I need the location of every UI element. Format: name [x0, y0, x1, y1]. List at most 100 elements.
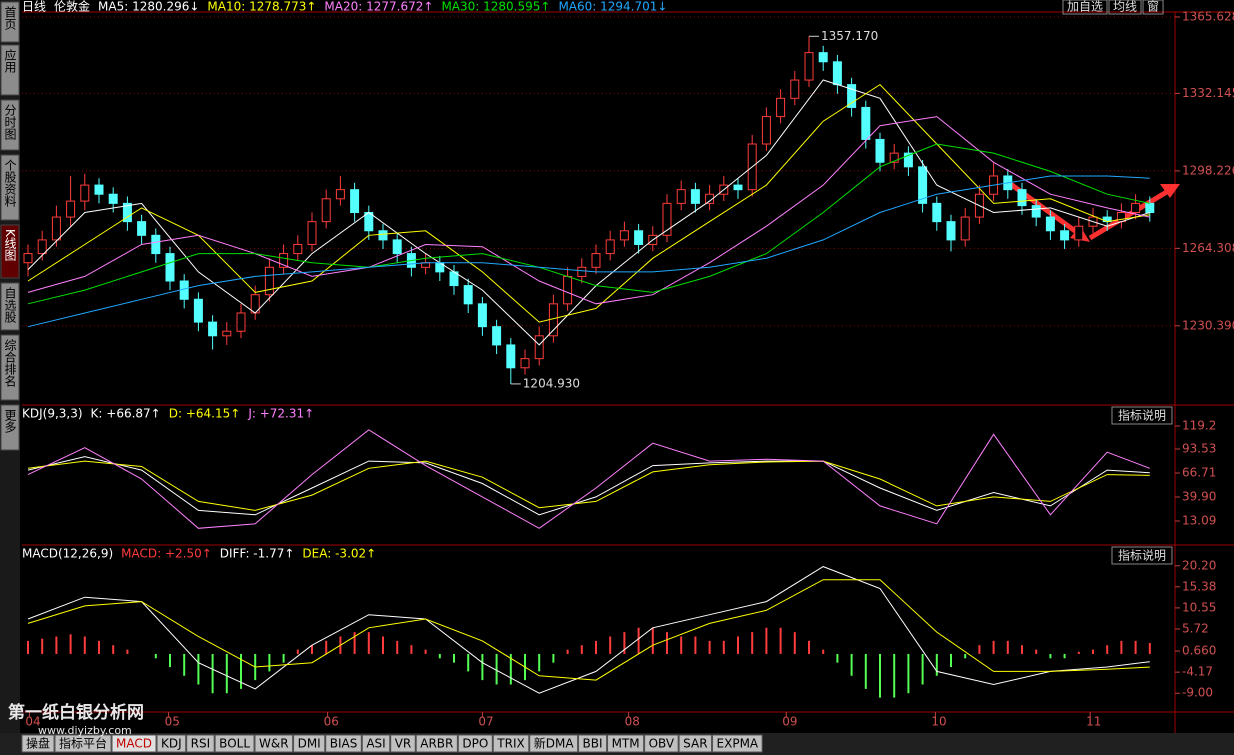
legend-entry: MA30: 1280.595↑: [441, 0, 550, 14]
watermark-url: www.diyizby.com: [38, 724, 132, 737]
y-tick-label: 93.53: [1182, 442, 1216, 456]
series-line: [27, 83, 1150, 323]
candle-body: [1017, 189, 1027, 207]
sidebar-tab[interactable]: [0, 44, 20, 96]
indicator-button-label[interactable]: 指标说明: [1118, 548, 1166, 563]
tab-bg[interactable]: [325, 734, 362, 753]
candle-body: [605, 239, 615, 255]
sidebar-tab-label[interactable]: 自选股: [3, 287, 17, 324]
candle-body: [307, 221, 317, 245]
y-tick-label: 1230.390: [1182, 318, 1234, 332]
sidebar-tab-label[interactable]: 综合排名: [3, 339, 17, 387]
tab-bg[interactable]: [186, 734, 215, 753]
tab-label[interactable]: SAR: [683, 737, 707, 751]
candle-body: [279, 253, 289, 268]
x-tick-label: 08: [625, 715, 640, 729]
toolbar-button[interactable]: 加自选: [1067, 0, 1103, 14]
candle-body: [1045, 216, 1055, 232]
sidebar-tab[interactable]: [0, 334, 20, 401]
tab-label[interactable]: DPO: [462, 737, 488, 751]
tab-label[interactable]: BIAS: [330, 737, 358, 751]
tab-bg[interactable]: [390, 734, 416, 753]
tab-label[interactable]: DMI: [298, 737, 321, 751]
tab-bg[interactable]: [712, 734, 763, 753]
sidebar-tab[interactable]: [0, 99, 20, 151]
tab-label[interactable]: OBV: [649, 737, 675, 751]
candle-body: [761, 116, 771, 145]
watermark-title: 第一纸白银分析网: [8, 702, 144, 723]
toolbar-button[interactable]: 均线: [1113, 0, 1137, 14]
candle-body: [818, 52, 828, 63]
sidebar-tab[interactable]: [0, 404, 20, 451]
tab-bg[interactable]: [254, 734, 294, 753]
period-label: 日线: [22, 0, 46, 14]
toolbar-button-frame[interactable]: [1062, 0, 1108, 15]
indicator-button[interactable]: [1111, 406, 1173, 425]
tab-label[interactable]: EXPMA: [717, 737, 759, 751]
tab-label[interactable]: 操盘: [26, 736, 50, 751]
sidebar-tab[interactable]: [0, 1, 20, 43]
tab-label[interactable]: TRIX: [496, 737, 524, 751]
chart-title: KDJ(9,3,3): [22, 407, 83, 421]
toolbar-button-frame[interactable]: [1142, 0, 1164, 15]
candle-body: [690, 189, 700, 204]
candle-body: [619, 230, 629, 241]
tab-label[interactable]: ASI: [366, 737, 385, 751]
series-line: [27, 143, 1150, 305]
tab-bg[interactable]: [492, 734, 530, 753]
tab-bg[interactable]: [293, 734, 326, 753]
x-tick-label: 06: [324, 715, 339, 729]
tab-bg[interactable]: [457, 734, 493, 753]
tab-bg[interactable]: [678, 734, 713, 753]
tab-bg[interactable]: [156, 734, 187, 753]
x-tick-label: 10: [931, 715, 946, 729]
sidebar-tab[interactable]: [0, 154, 20, 221]
tab-label[interactable]: 指标平台: [59, 736, 107, 751]
sidebar-tab-label[interactable]: 更多: [3, 409, 17, 434]
annotation: 1204.930: [523, 376, 580, 390]
tab-bg[interactable]: [607, 734, 645, 753]
candle-body: [492, 326, 502, 346]
tab-label[interactable]: MACD: [116, 737, 152, 751]
tab-label[interactable]: KDJ: [161, 737, 182, 751]
sidebar-tab-label[interactable]: 首页: [3, 6, 17, 31]
tab-bg[interactable]: [214, 734, 255, 753]
sidebar-tab-label[interactable]: 分时图: [3, 104, 17, 140]
y-tick-label: 13.09: [1182, 514, 1216, 528]
tab-label[interactable]: 新DMA: [534, 736, 575, 751]
y-tick-label: 10.55: [1182, 600, 1216, 614]
indicator-button[interactable]: [1111, 546, 1173, 565]
y-tick-label: 119.2: [1182, 419, 1216, 433]
tab-label[interactable]: W&R: [259, 737, 289, 751]
tab-label[interactable]: VR: [395, 737, 412, 751]
tab-label[interactable]: BOLL: [219, 737, 250, 751]
toolbar-button[interactable]: 窗: [1147, 0, 1159, 14]
tab-bg[interactable]: [578, 734, 608, 753]
tab-bg[interactable]: [361, 734, 391, 753]
tab-bg[interactable]: [415, 734, 458, 753]
series-line: [27, 116, 1150, 305]
tab-bg[interactable]: [111, 734, 157, 753]
tab-bg[interactable]: [21, 734, 55, 753]
tab-label[interactable]: RSI: [191, 737, 211, 751]
sidebar-tab-label[interactable]: 应用: [3, 48, 17, 74]
tab-label[interactable]: ARBR: [420, 737, 453, 751]
candle-body: [151, 234, 161, 255]
sidebar-tab[interactable]: [0, 282, 20, 331]
tab-label[interactable]: BBI: [583, 737, 603, 751]
series-line: [27, 566, 1150, 694]
y-tick-label: 1365.628: [1182, 9, 1234, 23]
candle-body: [861, 106, 871, 140]
sidebar-tab[interactable]: [0, 224, 20, 279]
x-tick-label: 04: [25, 715, 40, 729]
tab-bg[interactable]: [529, 734, 579, 753]
toolbar-button-frame[interactable]: [1108, 0, 1142, 15]
sidebar-tab-label[interactable]: 个股资料: [3, 159, 17, 207]
tab-bg[interactable]: [54, 734, 112, 753]
sidebar-tab-label[interactable]: K线图: [3, 229, 17, 261]
indicator-button-label[interactable]: 指标说明: [1118, 408, 1166, 423]
x-tick-label: 07: [478, 715, 493, 729]
tab-bg[interactable]: [644, 734, 679, 753]
tab-label[interactable]: MTM: [612, 737, 640, 751]
